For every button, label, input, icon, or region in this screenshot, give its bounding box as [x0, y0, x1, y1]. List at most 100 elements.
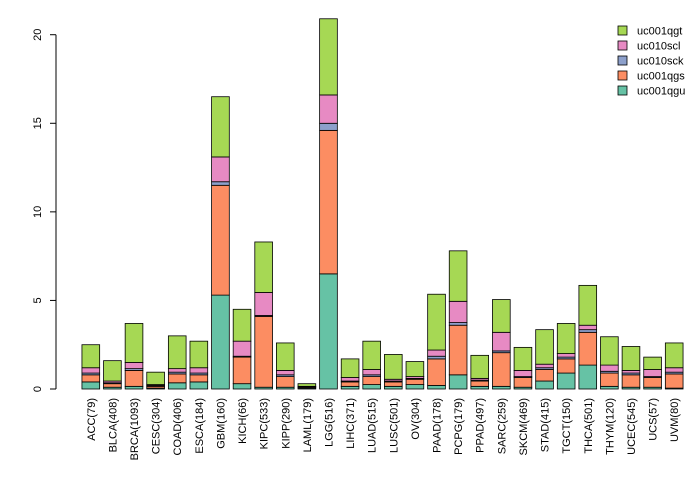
bar-segment-uc010scl: [578, 324, 598, 331]
bar-segment-uc001qgs: [81, 374, 101, 383]
bar-segment-uc001qgt: [643, 356, 662, 370]
x-tick-label: THCA(501): [583, 398, 595, 454]
bar-segment-uc001qgt: [384, 354, 403, 380]
y-tick-label: 0: [32, 386, 44, 392]
bar-segment-uc010scl: [276, 369, 295, 376]
bar-segment-uc001qgt: [232, 308, 252, 342]
bar-segment-uc001qgs: [664, 373, 684, 389]
bar-segment-uc001qgt: [664, 342, 684, 369]
bar-segment-uc001qgt: [492, 299, 511, 333]
bar-segment-uc010scl: [600, 364, 619, 372]
y-tick-label: 5: [32, 297, 44, 303]
bar-segment-uc010scl: [340, 377, 360, 382]
bar-segment-uc010scl: [556, 353, 576, 358]
legend-label: uc010sck: [637, 56, 684, 68]
x-tick-label: LAML(179): [302, 398, 314, 452]
bar-segment-uc001qgs: [556, 358, 576, 374]
bar-segment-uc001qgs: [535, 369, 554, 382]
bar-segment-uc001qgs: [470, 380, 489, 387]
bar-segment-uc010scl: [427, 349, 446, 357]
bar-segment-uc001qgu: [448, 374, 468, 390]
bar-segment-uc010scl: [664, 367, 684, 373]
bar-segment-uc001qgt: [81, 344, 101, 369]
bar-segment-uc001qgs: [340, 381, 360, 387]
x-tick-label: OV(304): [410, 398, 422, 440]
legend-swatch-uc001qgt: [617, 25, 628, 36]
bar-segment-uc001qgt: [470, 354, 489, 379]
bar-segment-uc001qgu: [362, 384, 381, 390]
bar-segment-uc001qgu: [556, 372, 576, 390]
bar-segment-uc001qgt: [535, 329, 554, 365]
bar-segment-uc001qgt: [124, 323, 144, 363]
x-tick-label: UVM(80): [669, 398, 681, 442]
bar-segment-uc001qgt: [621, 346, 641, 371]
bar-segment-uc001qgu: [319, 273, 338, 390]
bar-segment-uc001qgt: [600, 336, 619, 366]
bar-segment-uc001qgs: [492, 352, 511, 387]
bar-segment-uc001qgs: [103, 383, 122, 388]
x-tick-label: PAAD(178): [432, 398, 444, 453]
bar-segment-uc001qgt: [556, 323, 576, 354]
y-tick-label: 20: [32, 29, 44, 41]
bar-segment-uc001qgt: [167, 335, 187, 370]
bar-segment-uc001qgs: [427, 358, 446, 386]
bar-segment-uc001qgs: [362, 376, 381, 385]
bar-segment-uc001qgt: [405, 361, 425, 377]
x-tick-label: COAD(406): [172, 398, 184, 455]
x-tick-label: STAD(415): [540, 398, 552, 452]
x-tick-label: TGCT(150): [561, 398, 573, 454]
legend-label: uc001qgt: [637, 26, 682, 38]
bar-segment-uc001qgt: [254, 241, 273, 293]
y-tick-label: 10: [32, 206, 44, 218]
x-tick-label: LIHC(371): [345, 398, 357, 449]
bar-segment-uc001qgt: [513, 346, 533, 371]
bar-segment-uc010scl: [124, 362, 144, 370]
bar-segment-uc010scl: [513, 369, 533, 377]
bar-segment-uc001qgs: [405, 378, 425, 385]
bar-segment-uc001qgt: [578, 284, 598, 326]
bar-segment-uc001qgs: [124, 369, 144, 387]
bar-segment-uc001qgt: [146, 371, 165, 385]
bar-segment-uc001qgt: [297, 383, 317, 387]
bar-segment-uc001qgu: [167, 382, 187, 390]
bar-segment-uc001qgt: [340, 358, 360, 378]
bar-segment-uc001qgu: [405, 384, 425, 390]
bar-segment-uc010scl: [362, 369, 381, 376]
bar-segment-uc001qgu: [81, 381, 101, 390]
bar-segment-uc001qgs: [621, 374, 641, 388]
x-tick-label: SARC(259): [496, 398, 508, 454]
x-tick-label: BLCA(408): [107, 398, 119, 452]
bar-segment-uc001qgu: [427, 385, 446, 390]
bar-segment-uc001qgt: [189, 340, 209, 369]
bar-segment-uc001qgs: [643, 377, 662, 388]
bar-segment-uc001qgs: [319, 129, 338, 275]
x-tick-label: KIPC(533): [259, 398, 271, 449]
bar-segment-uc010scl: [167, 368, 187, 373]
x-tick-label: KICH(66): [237, 398, 249, 444]
x-axis-labels: ACC(79) BLCA(408) BRCA(1093) CESC(304) COAD(…: [86, 398, 681, 460]
bar-segment-uc001qgu: [535, 380, 554, 390]
x-tick-label: LUSC(501): [388, 398, 400, 453]
y-tick-label: 15: [32, 117, 44, 129]
bar-segment-uc001qgt: [448, 250, 468, 302]
x-tick-label: BRCA(1093): [129, 398, 141, 460]
bar-segment-uc001qgs: [232, 356, 252, 385]
bar-segment-uc010scl: [254, 292, 273, 316]
bar-segment-uc001qgu: [189, 381, 209, 390]
legend-swatch-uc001qgu: [617, 85, 628, 96]
bar-segment-uc010scl: [211, 156, 230, 183]
bar-segment-uc001qgs: [276, 376, 295, 388]
bar-segment-uc001qgt: [211, 96, 230, 158]
bar-segment-uc010scl: [81, 367, 101, 374]
bar-segment-uc010scl: [232, 340, 252, 357]
legend: uc001qgt uc010scl uc010sck uc001qgs uc001qgu: [617, 25, 685, 98]
bar-segment-uc001qgu: [578, 364, 598, 390]
bar-segment-uc001qgu: [232, 383, 252, 390]
x-tick-label: KIPP(290): [280, 398, 292, 449]
x-tick-label: SKCM(469): [518, 398, 530, 455]
x-tick-label: UCS(57): [648, 398, 660, 441]
bar-segment-uc001qgs: [254, 315, 273, 388]
x-tick-label: ESCA(184): [194, 398, 206, 454]
bar-segment-uc010scl: [535, 363, 554, 369]
bar-segment-uc010sck: [211, 181, 230, 186]
